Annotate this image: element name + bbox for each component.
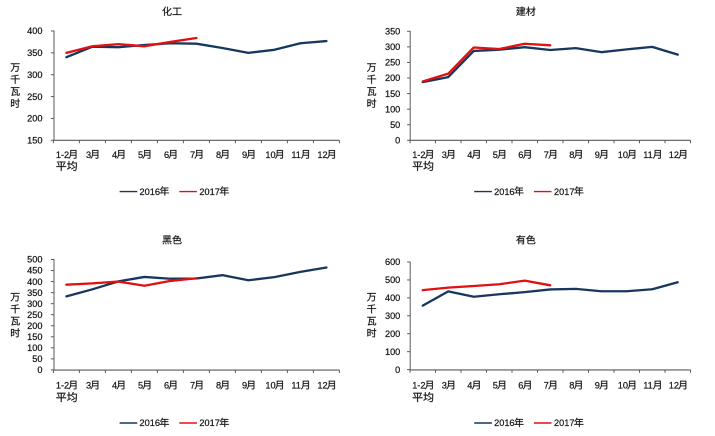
svg-text:1-2: 1-2 [412,381,425,391]
svg-text:200: 200 [385,73,400,83]
svg-text:7: 7 [190,381,195,391]
svg-text:2016: 2016 [140,418,160,428]
svg-text:1-2: 1-2 [56,150,69,160]
svg-text:4: 4 [467,150,472,160]
svg-text:10: 10 [618,381,628,391]
svg-text:150: 150 [27,332,42,342]
svg-text:350: 350 [27,288,42,298]
svg-text:2017: 2017 [199,418,219,428]
svg-text:12: 12 [317,381,327,391]
svg-text:350: 350 [27,48,42,58]
svg-text:9: 9 [242,381,247,391]
svg-text:4: 4 [112,150,117,160]
svg-text:200: 200 [27,321,42,331]
svg-text:8: 8 [569,381,574,391]
svg-text:2017: 2017 [554,187,574,197]
svg-text:350: 350 [385,27,400,37]
svg-text:12: 12 [317,150,327,160]
svg-text:5: 5 [493,150,498,160]
svg-text:8: 8 [216,150,221,160]
svg-text:5: 5 [493,381,498,391]
svg-text:600: 600 [385,257,400,267]
svg-text:11: 11 [291,381,301,391]
svg-text:100: 100 [385,347,400,357]
svg-text:2017: 2017 [199,187,219,197]
svg-text:7: 7 [190,150,195,160]
svg-text:3: 3 [442,381,447,391]
svg-text:2017: 2017 [554,418,574,428]
svg-text:100: 100 [27,343,42,353]
svg-text:500: 500 [27,255,42,265]
svg-text:9: 9 [595,381,600,391]
svg-text:50: 50 [390,120,400,130]
svg-text:5: 5 [138,381,143,391]
svg-text:10: 10 [265,150,275,160]
svg-text:400: 400 [385,293,400,303]
svg-text:11: 11 [643,150,653,160]
svg-text:2016: 2016 [140,187,160,197]
svg-text:6: 6 [518,150,523,160]
svg-text:0: 0 [395,365,400,375]
svg-text:250: 250 [27,310,42,320]
svg-text:8: 8 [569,150,574,160]
svg-text:5: 5 [138,150,143,160]
svg-text:3: 3 [86,381,91,391]
svg-text:100: 100 [385,104,400,114]
svg-text:150: 150 [385,89,400,99]
svg-text:3: 3 [442,150,447,160]
svg-text:300: 300 [27,299,42,309]
svg-text:0: 0 [37,365,42,375]
svg-text:200: 200 [27,114,42,124]
svg-text:7: 7 [544,381,549,391]
svg-text:150: 150 [27,136,42,146]
svg-text:6: 6 [518,381,523,391]
svg-text:8: 8 [216,381,221,391]
svg-text:9: 9 [242,150,247,160]
svg-text:10: 10 [618,150,628,160]
svg-text:500: 500 [385,275,400,285]
svg-text:400: 400 [27,26,42,36]
svg-text:250: 250 [27,92,42,102]
svg-text:12: 12 [669,150,679,160]
svg-text:450: 450 [27,266,42,276]
svg-text:4: 4 [467,381,472,391]
svg-text:300: 300 [27,70,42,80]
svg-text:1-2: 1-2 [412,150,425,160]
svg-text:50: 50 [32,354,42,364]
svg-text:11: 11 [291,150,301,160]
svg-text:2016: 2016 [494,418,514,428]
svg-text:6: 6 [164,150,169,160]
svg-text:12: 12 [669,381,679,391]
svg-text:9: 9 [595,150,600,160]
svg-text:0: 0 [395,136,400,146]
svg-text:4: 4 [112,381,117,391]
svg-text:250: 250 [385,58,400,68]
svg-text:400: 400 [27,277,42,287]
svg-text:1-2: 1-2 [56,381,69,391]
svg-text:300: 300 [385,42,400,52]
svg-text:3: 3 [86,150,91,160]
svg-text:300: 300 [385,311,400,321]
svg-text:10: 10 [265,381,275,391]
svg-text:6: 6 [164,381,169,391]
svg-text:200: 200 [385,329,400,339]
svg-text:7: 7 [544,150,549,160]
svg-text:11: 11 [643,381,653,391]
svg-text:2016: 2016 [494,187,514,197]
